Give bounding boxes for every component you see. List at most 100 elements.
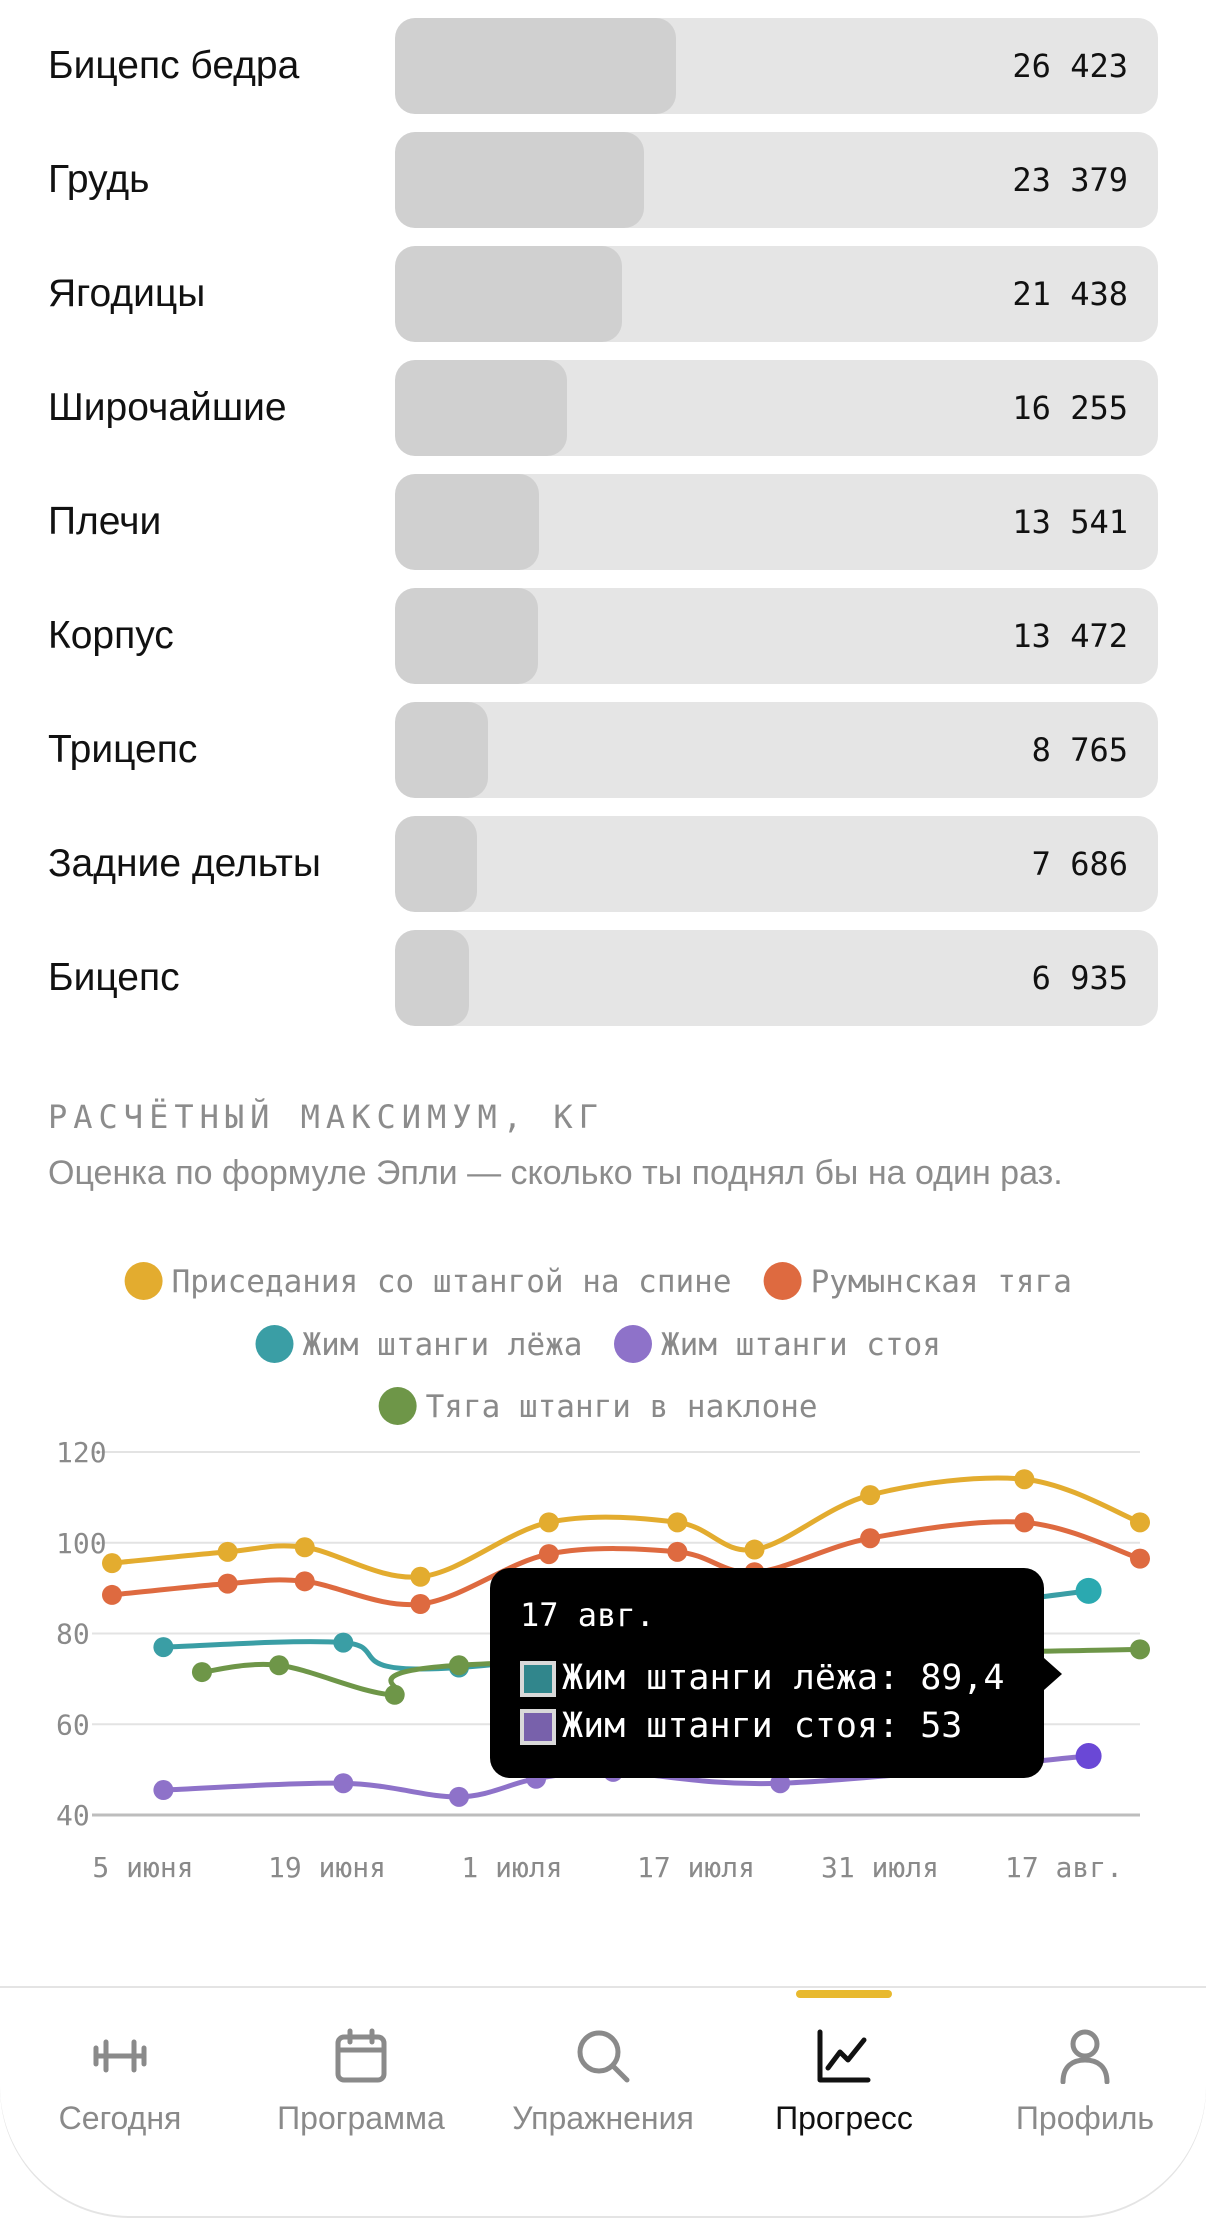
data-point bbox=[384, 1684, 405, 1705]
data-point bbox=[102, 1553, 122, 1574]
volume-bar-fill bbox=[395, 474, 540, 570]
data-point bbox=[153, 1780, 174, 1801]
muscle-row: Трицепс 8 765 bbox=[0, 702, 1206, 798]
data-point bbox=[448, 1786, 469, 1807]
tab-program[interactable]: Программа bbox=[241, 1988, 481, 2188]
data-point bbox=[744, 1539, 765, 1560]
data-point bbox=[410, 1594, 431, 1615]
chart-legend: Приседания со штангой на спине Румынская … bbox=[124, 1262, 1072, 1425]
data-point bbox=[448, 1655, 469, 1676]
muscle-row: Плечи 13 541 bbox=[0, 474, 1206, 570]
volume-bar-fill bbox=[395, 360, 568, 456]
tooltip-row: Жим штанги лёжа: 89,4 bbox=[520, 1654, 1005, 1702]
tab-label: Упражнения bbox=[512, 2100, 694, 2136]
one-rep-max-chart[interactable]: Приседания со штангой на спине Румынская … bbox=[0, 1230, 1206, 1890]
volume-bar: 21 438 bbox=[395, 246, 1158, 342]
calendar-icon bbox=[335, 2028, 387, 2083]
tooltip-label: Жим штанги лёжа: 89,4 bbox=[562, 1658, 1005, 1698]
data-point bbox=[333, 1632, 354, 1653]
section-title: РАСЧЁТНЫЙ МАКСИМУМ, КГ bbox=[48, 1098, 604, 1136]
series-line bbox=[111, 1519, 1141, 1608]
volume-bar-fill bbox=[395, 930, 469, 1026]
volume-bar-fill bbox=[395, 246, 623, 342]
data-point bbox=[1014, 1512, 1035, 1533]
muscle-row: Бицепс бедра 26 423 bbox=[0, 18, 1206, 114]
volume-bar: 13 472 bbox=[395, 588, 1158, 684]
y-tick-label: 40 bbox=[56, 1799, 90, 1832]
legend-label: Жим штанги стоя bbox=[661, 1327, 941, 1363]
muscle-name: Ягодицы bbox=[48, 272, 206, 315]
tab-label: Сегодня bbox=[58, 2100, 182, 2136]
search-icon bbox=[577, 2030, 630, 2083]
data-point bbox=[294, 1571, 315, 1592]
volume-value: 13 472 bbox=[1012, 617, 1128, 655]
volume-bar-fill bbox=[395, 702, 489, 798]
volume-bar: 6 935 bbox=[395, 930, 1158, 1026]
volume-bar: 26 423 bbox=[395, 18, 1158, 114]
x-tick-label: 17 июля bbox=[637, 1851, 755, 1884]
muscle-row: Бицепс 6 935 bbox=[0, 930, 1206, 1026]
tab-progress[interactable]: Прогресс bbox=[724, 1988, 964, 2188]
volume-bar: 23 379 bbox=[395, 132, 1158, 228]
legend-label: Тяга штанги в наклоне bbox=[426, 1389, 818, 1425]
muscle-name: Трицепс bbox=[48, 728, 198, 771]
legend-label: Румынская тяга bbox=[811, 1264, 1072, 1300]
data-point bbox=[1130, 1548, 1150, 1569]
data-point bbox=[538, 1512, 559, 1533]
volume-bar-fill bbox=[395, 816, 477, 912]
y-tick-label: 100 bbox=[56, 1527, 107, 1560]
muscle-name: Широчайшие bbox=[48, 386, 287, 429]
y-tick-label: 120 bbox=[56, 1436, 107, 1469]
legend-label: Приседания со штангой на спине bbox=[172, 1264, 732, 1300]
dumbbell-icon bbox=[93, 2039, 147, 2073]
data-point bbox=[1014, 1469, 1035, 1490]
x-tick-label: 31 июля bbox=[821, 1851, 939, 1884]
volume-value: 21 438 bbox=[1012, 275, 1128, 313]
tab-profile[interactable]: Профиль bbox=[965, 1988, 1205, 2188]
volume-bar: 8 765 bbox=[395, 702, 1158, 798]
muscle-name: Плечи bbox=[48, 500, 162, 543]
tab-label: Профиль bbox=[1015, 2100, 1155, 2136]
x-tick-label: 1 июля bbox=[461, 1851, 562, 1884]
x-axis: 5 июня 19 июня 1 июля 17 июля 31 июля 17 авг. bbox=[92, 1851, 1123, 1884]
x-tick-label: 19 июня bbox=[268, 1851, 386, 1884]
muscle-name: Бицепс bbox=[48, 956, 180, 999]
data-point bbox=[333, 1773, 354, 1794]
legend-swatch bbox=[378, 1387, 417, 1425]
x-tick-label: 5 июня bbox=[92, 1851, 193, 1884]
section-subtitle: Оценка по формуле Эпли — сколько ты подн… bbox=[48, 1154, 1063, 1192]
tab-exercises[interactable]: Упражнения bbox=[483, 1988, 723, 2188]
volume-value: 26 423 bbox=[1012, 47, 1128, 85]
muscle-name: Задние дельты bbox=[48, 842, 321, 885]
data-point bbox=[667, 1512, 688, 1533]
volume-bar: 13 541 bbox=[395, 474, 1158, 570]
tooltip-row: Жим штанги стоя: 53 bbox=[520, 1702, 962, 1750]
data-point bbox=[153, 1637, 174, 1658]
x-tick-label: 17 авг. bbox=[1005, 1851, 1123, 1884]
data-point bbox=[860, 1528, 881, 1549]
muscle-row: Задние дельты 7 686 bbox=[0, 816, 1206, 912]
data-point bbox=[269, 1655, 290, 1676]
volume-value: 7 686 bbox=[1031, 845, 1128, 883]
volume-value: 16 255 bbox=[1012, 389, 1128, 427]
data-point bbox=[410, 1566, 431, 1587]
data-point bbox=[1130, 1639, 1150, 1660]
muscle-name: Корпус bbox=[48, 614, 174, 657]
data-point bbox=[217, 1573, 238, 1594]
legend-swatch bbox=[124, 1262, 163, 1300]
volume-bar-fill bbox=[395, 132, 644, 228]
y-tick-label: 80 bbox=[56, 1618, 90, 1651]
tab-bar: Сегодня Программа Упражнения Прогресс bbox=[0, 1986, 1206, 2218]
tab-today[interactable]: Сегодня bbox=[0, 1988, 240, 2188]
chart-tooltip: 17 авг. Жим штанги лёжа: 89,4 Жим штанги… bbox=[490, 1568, 1062, 1778]
data-point bbox=[538, 1544, 559, 1565]
data-point bbox=[102, 1584, 122, 1605]
active-tab-indicator bbox=[796, 1990, 892, 1998]
data-point bbox=[1130, 1512, 1150, 1533]
series-line bbox=[111, 1475, 1141, 1580]
highlighted-point bbox=[1075, 1577, 1102, 1604]
volume-bar-fill bbox=[395, 18, 676, 114]
muscle-name: Грудь bbox=[48, 158, 150, 201]
data-point bbox=[191, 1662, 212, 1683]
volume-value: 13 541 bbox=[1012, 503, 1128, 541]
